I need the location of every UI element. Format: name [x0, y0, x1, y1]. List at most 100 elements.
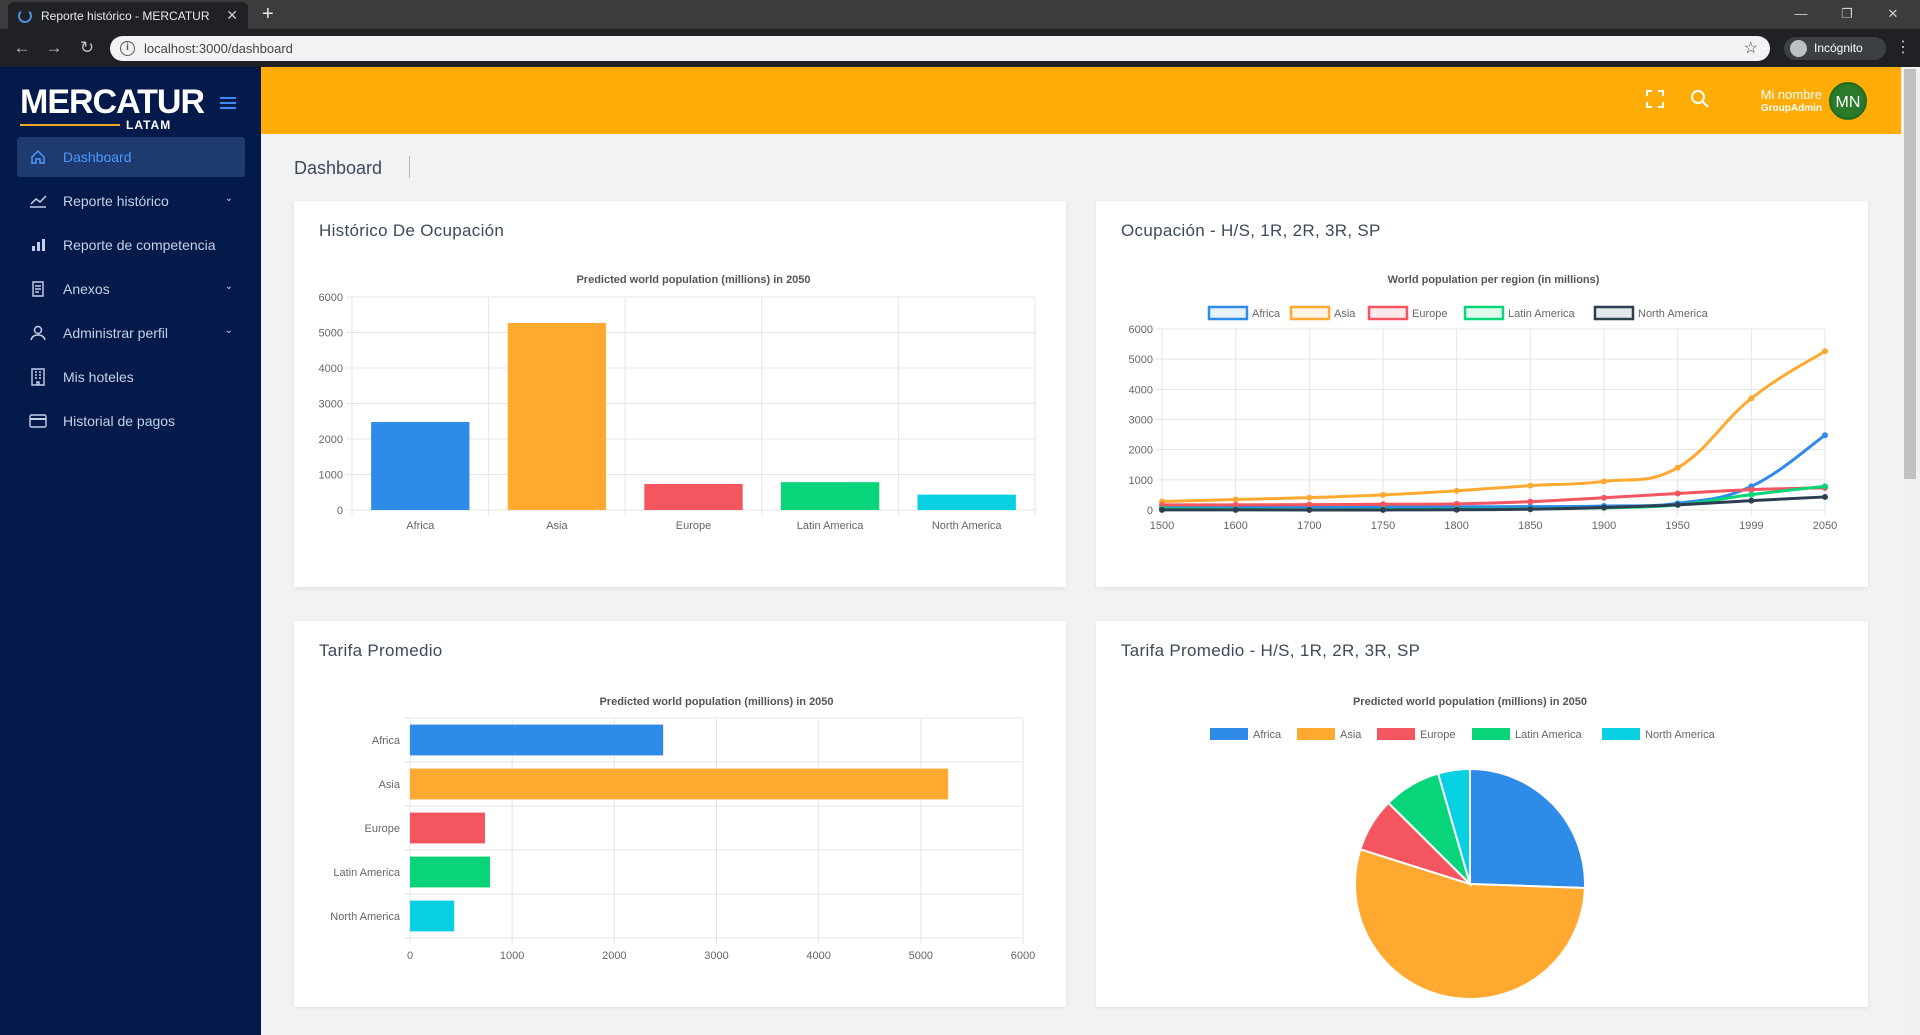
- back-icon[interactable]: ←: [13, 38, 31, 57]
- data-point: [1601, 494, 1607, 501]
- data-point: [1232, 501, 1239, 508]
- chart-title: Predicted world population (millions) in…: [1353, 696, 1587, 708]
- pie-slice-africa: [1469, 767, 1586, 890]
- sidebar-item-anexos[interactable]: Anexos ⌄: [17, 269, 245, 309]
- scrollbar-thumb[interactable]: [1904, 69, 1916, 479]
- breadcrumb: Dashboard: [294, 158, 383, 178]
- bar-north-america: [917, 494, 1016, 510]
- legend-label: Africa: [1252, 308, 1281, 320]
- card-historico-ocupacion: Histórico De Ocupación Predicted world p…: [294, 201, 1066, 587]
- series-line-north-america: [1161, 495, 1826, 512]
- y-tick-label: 2000: [319, 434, 343, 446]
- y-tick-label: 2000: [1129, 445, 1153, 457]
- data-point: [1380, 506, 1386, 513]
- sidebar-item-dashboard[interactable]: Dashboard: [17, 137, 245, 177]
- sidebar: MERCATUR LATAM Dashboard Reporte históric…: [0, 67, 261, 1035]
- data-point: [1822, 432, 1828, 439]
- incognito-label: Incógnito: [1814, 41, 1863, 55]
- top-header: Mi nombre GroupAdmin MN: [261, 67, 1901, 134]
- x-tick-label: 1700: [1297, 520, 1321, 532]
- bar-latin-america: [780, 482, 880, 510]
- chevron-down-icon[interactable]: ⌄: [224, 281, 233, 292]
- data-point: [1527, 482, 1534, 489]
- y-tick-label: 3000: [1129, 415, 1153, 427]
- data-point: [1380, 491, 1386, 498]
- y-tick-label: 5000: [1129, 354, 1153, 366]
- sidebar-item-administrar-perfil[interactable]: Administrar perfil ⌄: [17, 313, 245, 353]
- y-tick-label: Latin America: [333, 867, 401, 879]
- bookmark-star-icon[interactable]: ☆: [1743, 40, 1758, 57]
- legend-swatch: [1207, 305, 1249, 321]
- sidebar-item-historial-de-pagos[interactable]: Historial de pagos: [17, 401, 245, 441]
- browser-tab[interactable]: Reporte histórico - MERCATUR ✕: [8, 2, 248, 29]
- x-tick-label: 1750: [1371, 520, 1395, 532]
- data-point: [1601, 504, 1607, 511]
- x-tick-label: 2000: [602, 950, 626, 962]
- x-tick-label: 1600: [1223, 520, 1247, 532]
- minimize-icon[interactable]: —: [1794, 6, 1808, 21]
- x-tick-label: 2050: [1813, 520, 1837, 532]
- data-point: [1748, 486, 1755, 493]
- address-bar[interactable]: i localhost:3000/dashboard ☆: [110, 36, 1770, 61]
- y-tick-label: North America: [330, 911, 401, 923]
- data-point: [1822, 493, 1828, 500]
- info-icon[interactable]: i: [120, 41, 135, 56]
- fullscreen-icon[interactable]: [1645, 89, 1665, 115]
- sidebar-item-label: Dashboard: [63, 149, 132, 165]
- y-tick-label: 0: [337, 505, 343, 517]
- card-tarifa-promedio: Tarifa Promedio Predicted world populati…: [294, 621, 1066, 1007]
- data-point: [1453, 487, 1460, 494]
- data-point: [1748, 497, 1755, 504]
- legend-swatch: [1472, 728, 1510, 740]
- data-point: [1674, 501, 1681, 508]
- chevron-down-icon[interactable]: ⌄: [224, 325, 233, 336]
- sidebar-item-reporte-de-competencia[interactable]: Reporte de competencia: [17, 225, 245, 265]
- series-line-europe: [1161, 486, 1826, 507]
- user-icon: [29, 324, 47, 342]
- forward-icon[interactable]: →: [45, 38, 63, 57]
- data-point: [1306, 494, 1313, 501]
- legend-swatch: [1297, 728, 1335, 740]
- bar-europe: [410, 812, 485, 844]
- data-point: [1453, 506, 1460, 513]
- avatar[interactable]: MN: [1829, 82, 1867, 120]
- restore-icon[interactable]: ❐: [1841, 6, 1853, 21]
- user-role: GroupAdmin: [1760, 103, 1822, 114]
- bar-africa: [410, 724, 664, 756]
- data-point: [1232, 506, 1239, 513]
- bar-chart-icon: [29, 236, 47, 254]
- chevron-down-icon[interactable]: ⌄: [224, 193, 233, 204]
- card-title: Tarifa Promedio: [319, 641, 443, 660]
- url-text: localhost:3000/dashboard: [144, 41, 293, 56]
- legend-label: North America: [1638, 308, 1709, 320]
- browser-toolbar: ← → ↻ i localhost:3000/dashboard ☆ Incóg…: [0, 29, 1920, 67]
- new-tab-icon[interactable]: +: [262, 3, 274, 25]
- sidebar-item-mis-hoteles[interactable]: Mis hoteles: [17, 357, 245, 397]
- user-name[interactable]: Mi nombre: [1760, 87, 1822, 102]
- legend-swatch: [1377, 728, 1415, 740]
- logo[interactable]: MERCATUR LATAM: [20, 85, 205, 133]
- reload-icon[interactable]: ↻: [79, 38, 95, 57]
- chart-line-icon: [29, 192, 47, 210]
- x-tick-label: 1500: [1150, 520, 1174, 532]
- sidebar-item-label: Mis hoteles: [63, 369, 134, 385]
- browser-tabstrip: Reporte histórico - MERCATUR ✕ + — ❐ ✕: [0, 0, 1920, 29]
- search-icon[interactable]: [1690, 89, 1710, 115]
- pie-slice-north-america: [1436, 767, 1471, 885]
- legend-label: Asia: [1340, 729, 1362, 741]
- data-point: [1306, 501, 1313, 508]
- y-tick-label: Europe: [365, 823, 400, 835]
- bar-chart-occupancy: Predicted world population (millions) in…: [319, 274, 1036, 532]
- legend-label: Europe: [1420, 729, 1455, 741]
- incognito-badge[interactable]: Incógnito: [1784, 37, 1886, 60]
- data-point: [1232, 496, 1239, 503]
- close-window-icon[interactable]: ✕: [1887, 6, 1899, 21]
- data-point: [1306, 506, 1313, 513]
- sidebar-item-reporte-hist-rico[interactable]: Reporte histórico ⌄: [17, 181, 245, 221]
- hamburger-menu-icon[interactable]: [220, 97, 236, 109]
- page-scrollbar[interactable]: [1901, 67, 1920, 1035]
- close-tab-icon[interactable]: ✕: [226, 7, 238, 23]
- browser-menu-icon[interactable]: ⋮: [1895, 39, 1911, 56]
- data-point: [1453, 500, 1460, 507]
- x-tick-label: 5000: [909, 950, 933, 962]
